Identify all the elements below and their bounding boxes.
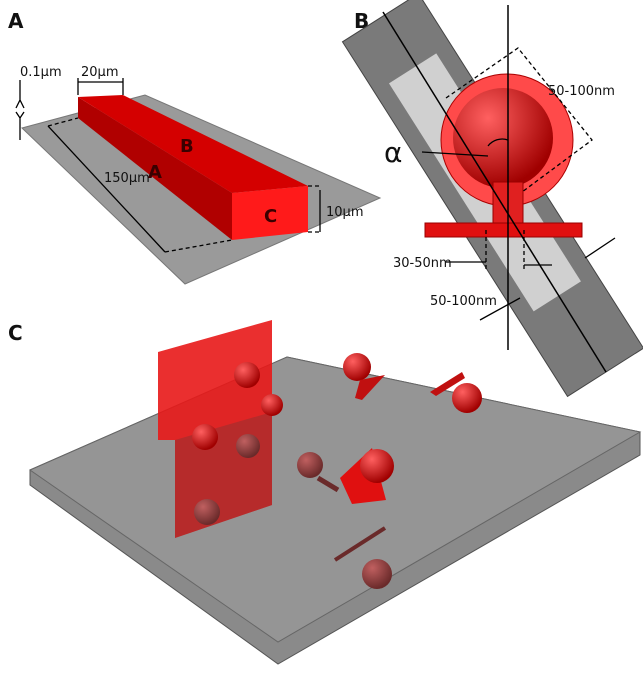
dumbbell-base: [355, 375, 385, 400]
particle: [360, 449, 394, 483]
particle-reflection: [236, 434, 260, 458]
particle-reflection: [297, 452, 323, 478]
face-label: A: [148, 162, 162, 183]
annotation: 30-50nm: [393, 256, 452, 271]
particle-reflection: [362, 559, 392, 589]
annotation: 10µm: [326, 205, 363, 220]
panel-b: B 50-100nm α 30-50nm 50-100nm: [341, 0, 643, 398]
dim-line: [445, 47, 593, 270]
particle: [452, 383, 482, 413]
bar-end: [232, 186, 308, 240]
dim-line: [77, 78, 124, 95]
panel-c: C: [8, 320, 642, 665]
dumbbell-base: [430, 372, 465, 396]
face-label: B: [180, 136, 194, 157]
bar-top: [78, 95, 308, 193]
particle: [261, 394, 283, 416]
panel-label: A: [8, 9, 24, 33]
dim-line: [15, 80, 25, 140]
leader: [421, 151, 616, 321]
bar-side: [78, 97, 232, 240]
panel-a: A 0.1µm 20µm 150µm 10µm A B C: [8, 9, 382, 285]
annotation: 50-100nm: [548, 84, 615, 99]
dim-line: [47, 125, 166, 253]
particle-reflection: [194, 499, 220, 525]
particle: [343, 353, 371, 381]
annotation: 50-100nm: [430, 294, 497, 309]
annotation: 20µm: [81, 65, 118, 80]
stem-reflection: [316, 475, 340, 493]
face-label: C: [264, 206, 277, 227]
panel-label: C: [8, 321, 23, 345]
particle: [192, 424, 218, 450]
axis-line: [382, 11, 607, 373]
stem-reflection: [333, 526, 387, 562]
particle-core: [453, 88, 553, 188]
annotation: 150µm: [104, 171, 150, 186]
base: [424, 222, 583, 238]
particle: [234, 362, 260, 388]
annotation: α: [384, 136, 402, 169]
angle-arc: [487, 138, 509, 147]
dim-line: [47, 117, 322, 253]
annotation: 0.1µm: [20, 65, 62, 80]
